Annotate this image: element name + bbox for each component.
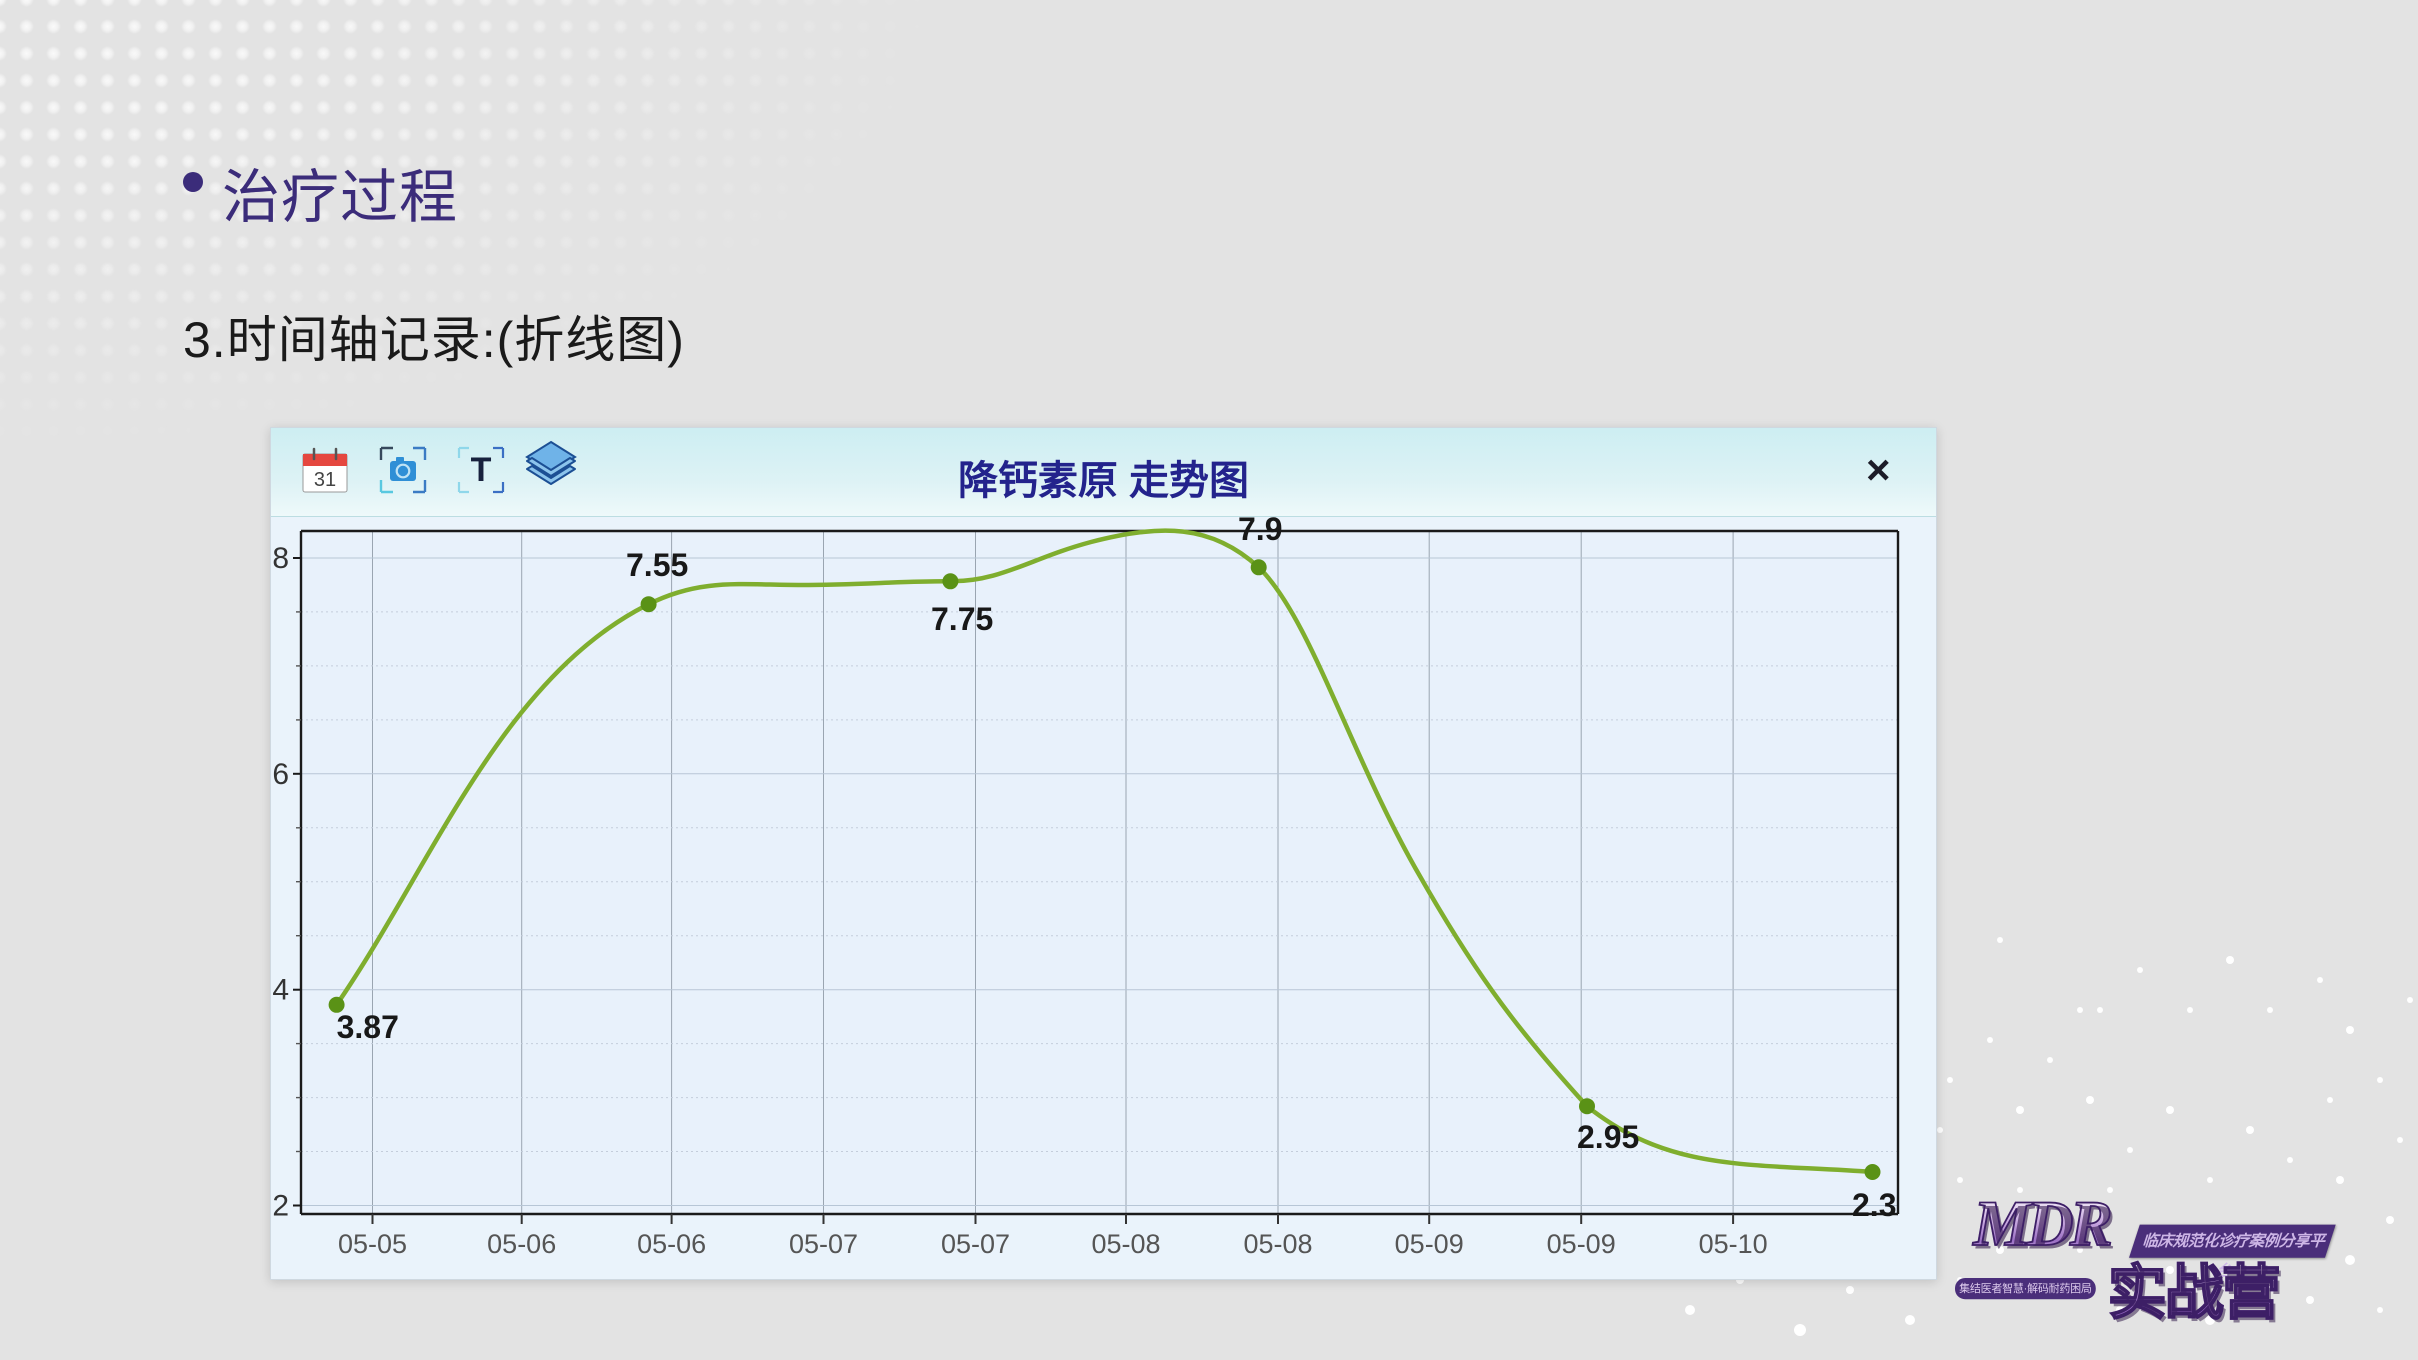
svg-text:05-07: 05-07 — [789, 1229, 858, 1259]
svg-text:05-09: 05-09 — [1395, 1229, 1464, 1259]
svg-text:7.9: 7.9 — [1238, 511, 1282, 547]
svg-text:05-09: 05-09 — [1547, 1229, 1616, 1259]
svg-text:2: 2 — [272, 1190, 289, 1223]
svg-text:05-06: 05-06 — [487, 1229, 556, 1259]
svg-text:2.3: 2.3 — [1852, 1187, 1896, 1223]
svg-text:3.87: 3.87 — [337, 1009, 399, 1045]
svg-text:7.55: 7.55 — [626, 547, 688, 583]
svg-text:05-05: 05-05 — [338, 1229, 407, 1259]
svg-text:4: 4 — [272, 974, 289, 1007]
svg-text:05-08: 05-08 — [1091, 1229, 1160, 1259]
svg-text:6: 6 — [272, 758, 289, 791]
svg-text:05-06: 05-06 — [637, 1229, 706, 1259]
svg-text:7.75: 7.75 — [931, 601, 993, 637]
svg-text:05-07: 05-07 — [941, 1229, 1010, 1259]
svg-text:2.95: 2.95 — [1577, 1119, 1639, 1155]
svg-text:05-08: 05-08 — [1243, 1229, 1312, 1259]
svg-text:05-10: 05-10 — [1699, 1229, 1768, 1259]
svg-text:8: 8 — [272, 542, 289, 575]
